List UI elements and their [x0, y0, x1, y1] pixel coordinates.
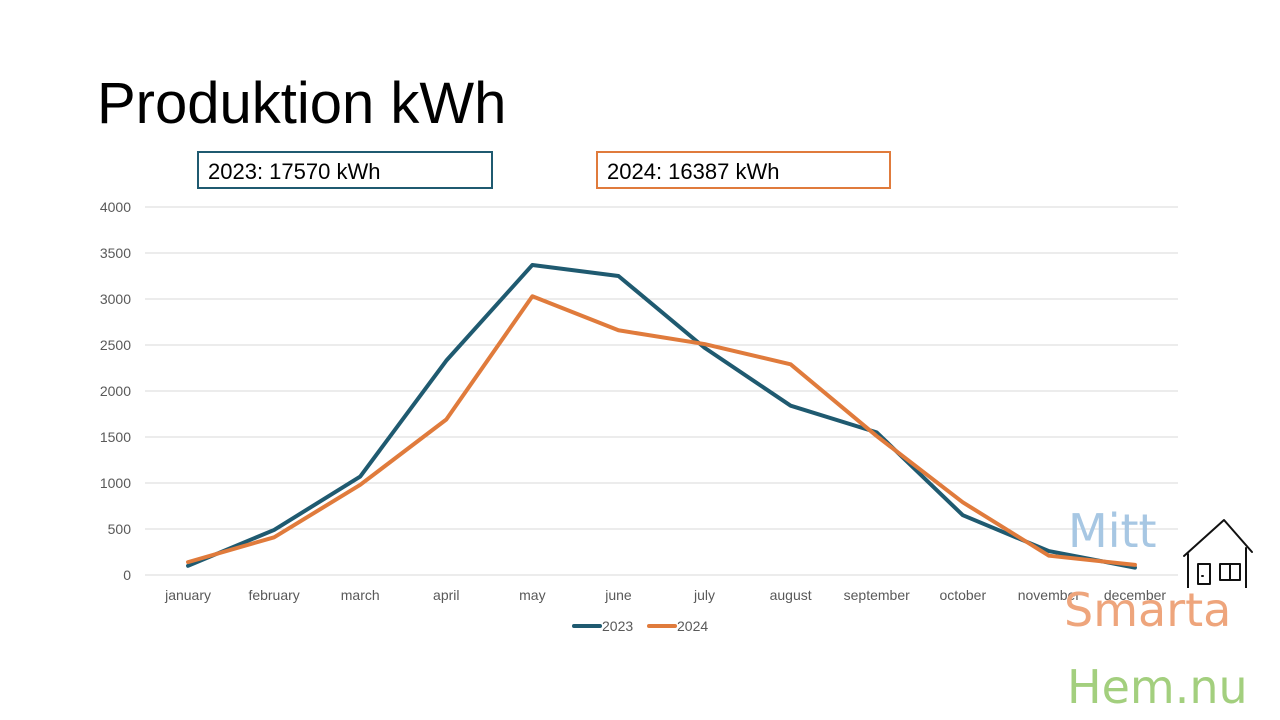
y-tick-label: 2000 [100, 383, 131, 399]
logo-word-mitt: Mitt [1068, 504, 1157, 558]
y-tick-label: 3500 [100, 245, 131, 261]
x-tick-label-november: november [1018, 587, 1081, 603]
y-tick-label: 500 [108, 521, 132, 537]
y-tick-label: 4000 [100, 199, 131, 215]
x-tick-label-january: january [164, 587, 211, 603]
chart-title: Produktion kWh [97, 71, 507, 136]
x-tick-label-march: march [341, 587, 380, 603]
y-tick-label: 1500 [100, 429, 131, 445]
y-tick-label: 1000 [100, 475, 131, 491]
y-tick-label: 3000 [100, 291, 131, 307]
x-tick-label-september: september [844, 587, 910, 603]
series-line-2023 [186, 262, 1137, 570]
x-tick-label-april: april [433, 587, 459, 603]
series-line-2024 [186, 294, 1137, 567]
y-axis-ticks: 0 500 1000 1500 2000 2500 3000 3500 4000 [100, 199, 131, 583]
house-icon [1183, 519, 1253, 588]
x-tick-label-july: july [693, 587, 715, 603]
brand-logo: Mitt Smarta Hem.nu [1064, 504, 1280, 720]
chart-gridlines [145, 206, 1178, 576]
total-2024-box: 2024: 16387 kWh [596, 151, 891, 189]
x-tick-label-february: february [248, 587, 299, 603]
x-tick-label-may: may [519, 587, 545, 603]
x-tick-label-august: august [770, 587, 812, 603]
logo-word-hem: Hem.nu [1067, 660, 1248, 714]
legend-label-2024: 2024 [677, 618, 708, 634]
x-axis-ticks: january february march april may june july augu… [164, 587, 1166, 603]
y-tick-label: 0 [123, 567, 131, 583]
x-tick-label-october: october [939, 587, 986, 603]
logo-word-smarta: Smarta [1064, 583, 1232, 637]
legend-label-2023: 2023 [602, 618, 633, 634]
total-2023-box: 2023: 17570 kWh [197, 151, 493, 189]
y-tick-label: 2500 [100, 337, 131, 353]
chart-series [186, 262, 1137, 570]
x-tick-label-december: december [1104, 587, 1167, 603]
x-tick-label-june: june [604, 587, 632, 603]
chart-legend: 2023 2024 [572, 618, 708, 634]
